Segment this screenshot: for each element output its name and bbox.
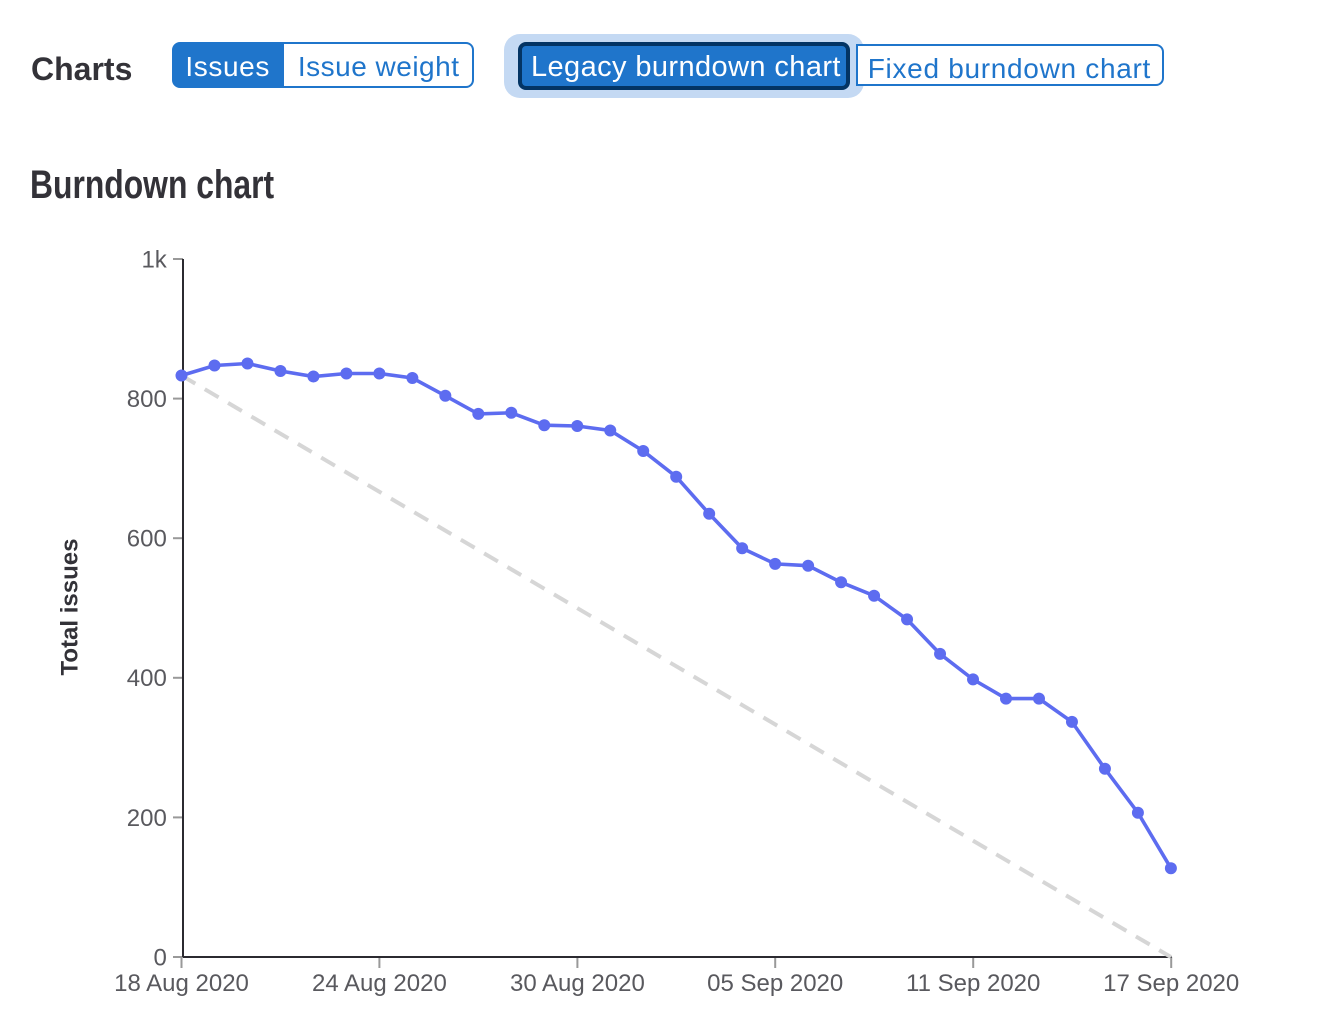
svg-text:200: 200 xyxy=(127,805,167,832)
svg-text:600: 600 xyxy=(127,526,167,553)
svg-text:400: 400 xyxy=(127,665,167,692)
svg-text:30 Aug 2020: 30 Aug 2020 xyxy=(510,970,645,997)
svg-text:0: 0 xyxy=(153,944,166,971)
svg-text:11 Sep 2020: 11 Sep 2020 xyxy=(906,970,1040,997)
svg-text:800: 800 xyxy=(127,386,167,413)
svg-text:Total issues: Total issues xyxy=(56,539,83,676)
svg-text:24 Aug 2020: 24 Aug 2020 xyxy=(312,970,447,997)
svg-text:05 Sep 2020: 05 Sep 2020 xyxy=(707,970,843,997)
svg-text:1k: 1k xyxy=(141,246,167,273)
svg-text:17 Sep 2020: 17 Sep 2020 xyxy=(1103,970,1239,997)
svg-text:18 Aug 2020: 18 Aug 2020 xyxy=(114,970,249,997)
